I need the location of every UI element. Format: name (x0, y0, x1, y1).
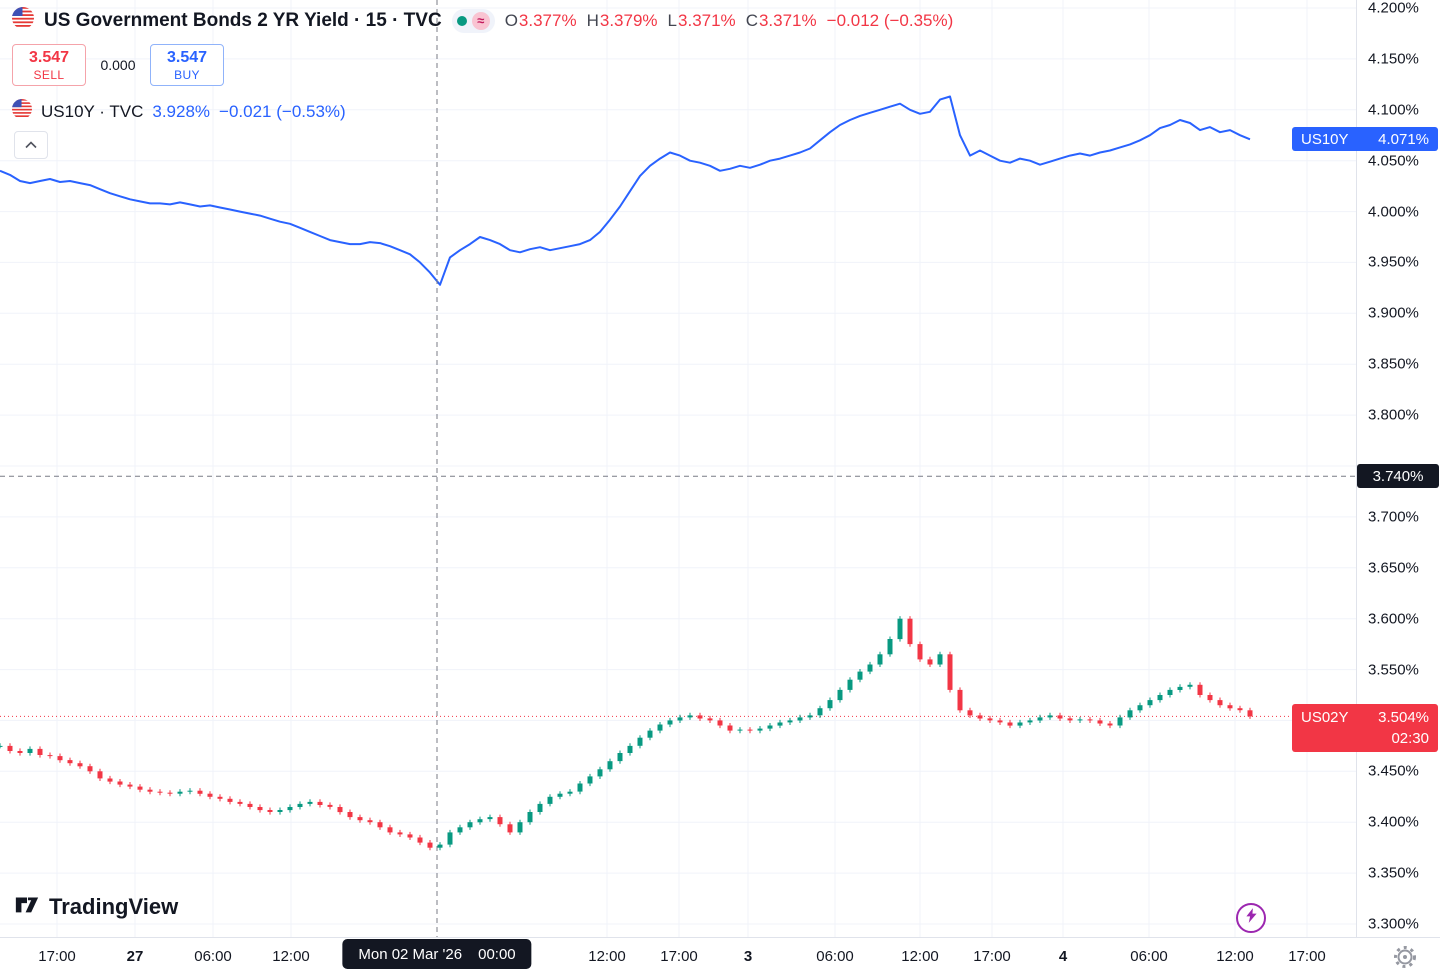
time-axis-label: 12:00 (272, 948, 310, 965)
collapse-header-button[interactable] (14, 131, 48, 159)
time-axis-label: 17:00 (38, 948, 76, 965)
price-axis-label: 3.450% (1368, 762, 1419, 780)
time-axis-label: 27 (126, 948, 144, 965)
compare-value: 3.928% (152, 101, 211, 121)
us10y-price-tag: US10Y 4.071% (1292, 127, 1438, 151)
time-axis-label: 12:00 (901, 948, 939, 965)
sell-label: SELL (33, 67, 65, 82)
price-axis-label: 3.300% (1368, 915, 1419, 933)
price-axis-label: 3.400% (1368, 813, 1419, 831)
flash-boost-button[interactable] (1236, 903, 1266, 933)
open-label: O (504, 10, 518, 30)
price-axis-label: 3.900% (1368, 304, 1419, 322)
us02y-tag-countdown: 02:30 (1391, 730, 1429, 747)
price-axis-label: 4.100% (1368, 101, 1419, 119)
buy-price: 3.547 (166, 48, 208, 66)
chevron-up-icon (25, 136, 37, 154)
chart-plot-area[interactable] (0, 0, 1356, 937)
crosshair-time: 00:00 (478, 945, 516, 963)
spread-value: 0.000 (100, 57, 136, 73)
close-value: 3.371% (758, 10, 817, 30)
price-axis-label: 4.200% (1368, 0, 1419, 17)
time-axis-label: 3 (743, 948, 753, 965)
us02y-price-tag: US02Y 3.504% 02:30 (1292, 704, 1438, 752)
tradingview-logo[interactable]: TradingView (14, 891, 178, 922)
market-open-dot-icon (456, 15, 467, 26)
time-axis-label: 17:00 (973, 948, 1011, 965)
price-axis-label: 4.050% (1368, 152, 1419, 170)
symbol-header: US Government Bonds 2 YR Yield · 15 · TV… (12, 7, 953, 34)
crosshair-price-tag: 3.740% (1357, 464, 1439, 488)
axis-settings-gear-icon[interactable] (1392, 944, 1418, 970)
time-axis-label: 06:00 (194, 948, 232, 965)
delayed-data-icon: ≈ (471, 11, 490, 30)
lightning-icon (1245, 908, 1258, 928)
time-axis-label: 06:00 (816, 948, 854, 965)
time-axis-label: 4 (1058, 948, 1068, 965)
low-value: 3.371% (678, 10, 736, 30)
high-value: 3.379% (599, 10, 658, 30)
close-label: C (745, 10, 758, 30)
price-axis-label: 3.800% (1368, 406, 1419, 424)
symbol-title[interactable]: US Government Bonds 2 YR Yield · 15 · TV… (44, 9, 442, 31)
price-axis-label: 3.650% (1368, 559, 1419, 577)
time-axis-label: 12:00 (588, 948, 626, 965)
compare-change: −0.021 (−0.53%) (219, 101, 346, 121)
crosshair-time-tag: Mon 02 Mar '26 00:00 (342, 939, 532, 969)
compare-symbol-row[interactable]: US10Y · TVC 3.928% −0.021 (−0.53%) (12, 99, 346, 124)
tradingview-logo-icon (14, 891, 40, 922)
open-value: 3.377% (518, 10, 577, 30)
price-axis-label: 3.600% (1368, 610, 1419, 628)
price-axis-label: 4.000% (1368, 203, 1419, 221)
price-axis-label: 3.850% (1368, 355, 1419, 373)
trade-panel: 3.547 SELL 0.000 3.547 BUY (12, 44, 224, 86)
time-axis-label: 17:00 (660, 948, 698, 965)
high-label: H (586, 10, 599, 30)
time-axis-label: 12:00 (1216, 948, 1254, 965)
us10y-tag-value: 4.071% (1378, 130, 1429, 148)
price-axis-label: 3.550% (1368, 661, 1419, 679)
time-axis-label: 06:00 (1130, 948, 1168, 965)
low-label: L (667, 10, 678, 30)
time-axis-label: 17:00 (1288, 948, 1326, 965)
us-flag-icon-small (12, 99, 32, 124)
sell-button[interactable]: 3.547 SELL (12, 44, 86, 86)
market-status-chip[interactable]: ≈ (451, 8, 495, 33)
price-axis-label: 3.950% (1368, 253, 1419, 271)
crosshair-price-value: 3.740% (1372, 467, 1424, 485)
us-flag-icon (12, 7, 34, 34)
crosshair-date: Mon 02 Mar '26 (358, 945, 463, 963)
ohlc-values: O3.377% H3.379% L3.371% C3.371% −0.012 (… (505, 11, 954, 31)
us02y-tag-value: 3.504% (1378, 709, 1429, 726)
change-value: −0.012 (−0.35%) (826, 10, 954, 30)
buy-button[interactable]: 3.547 BUY (150, 44, 224, 86)
price-axis-label: 3.700% (1368, 508, 1419, 526)
buy-label: BUY (174, 67, 200, 82)
time-axis[interactable]: 17:00 27 06:00 12:00 12:00 17:00 3 06:00 12:00 17… (0, 937, 1440, 980)
us10y-tag-symbol: US10Y (1301, 130, 1349, 148)
sell-price: 3.547 (28, 48, 70, 66)
price-axis-label: 3.350% (1368, 864, 1419, 882)
price-axis-label: 4.150% (1368, 50, 1419, 68)
compare-symbol: US10Y · TVC (41, 101, 144, 121)
tradingview-logo-text: TradingView (49, 893, 179, 919)
us02y-tag-symbol: US02Y (1301, 709, 1349, 726)
